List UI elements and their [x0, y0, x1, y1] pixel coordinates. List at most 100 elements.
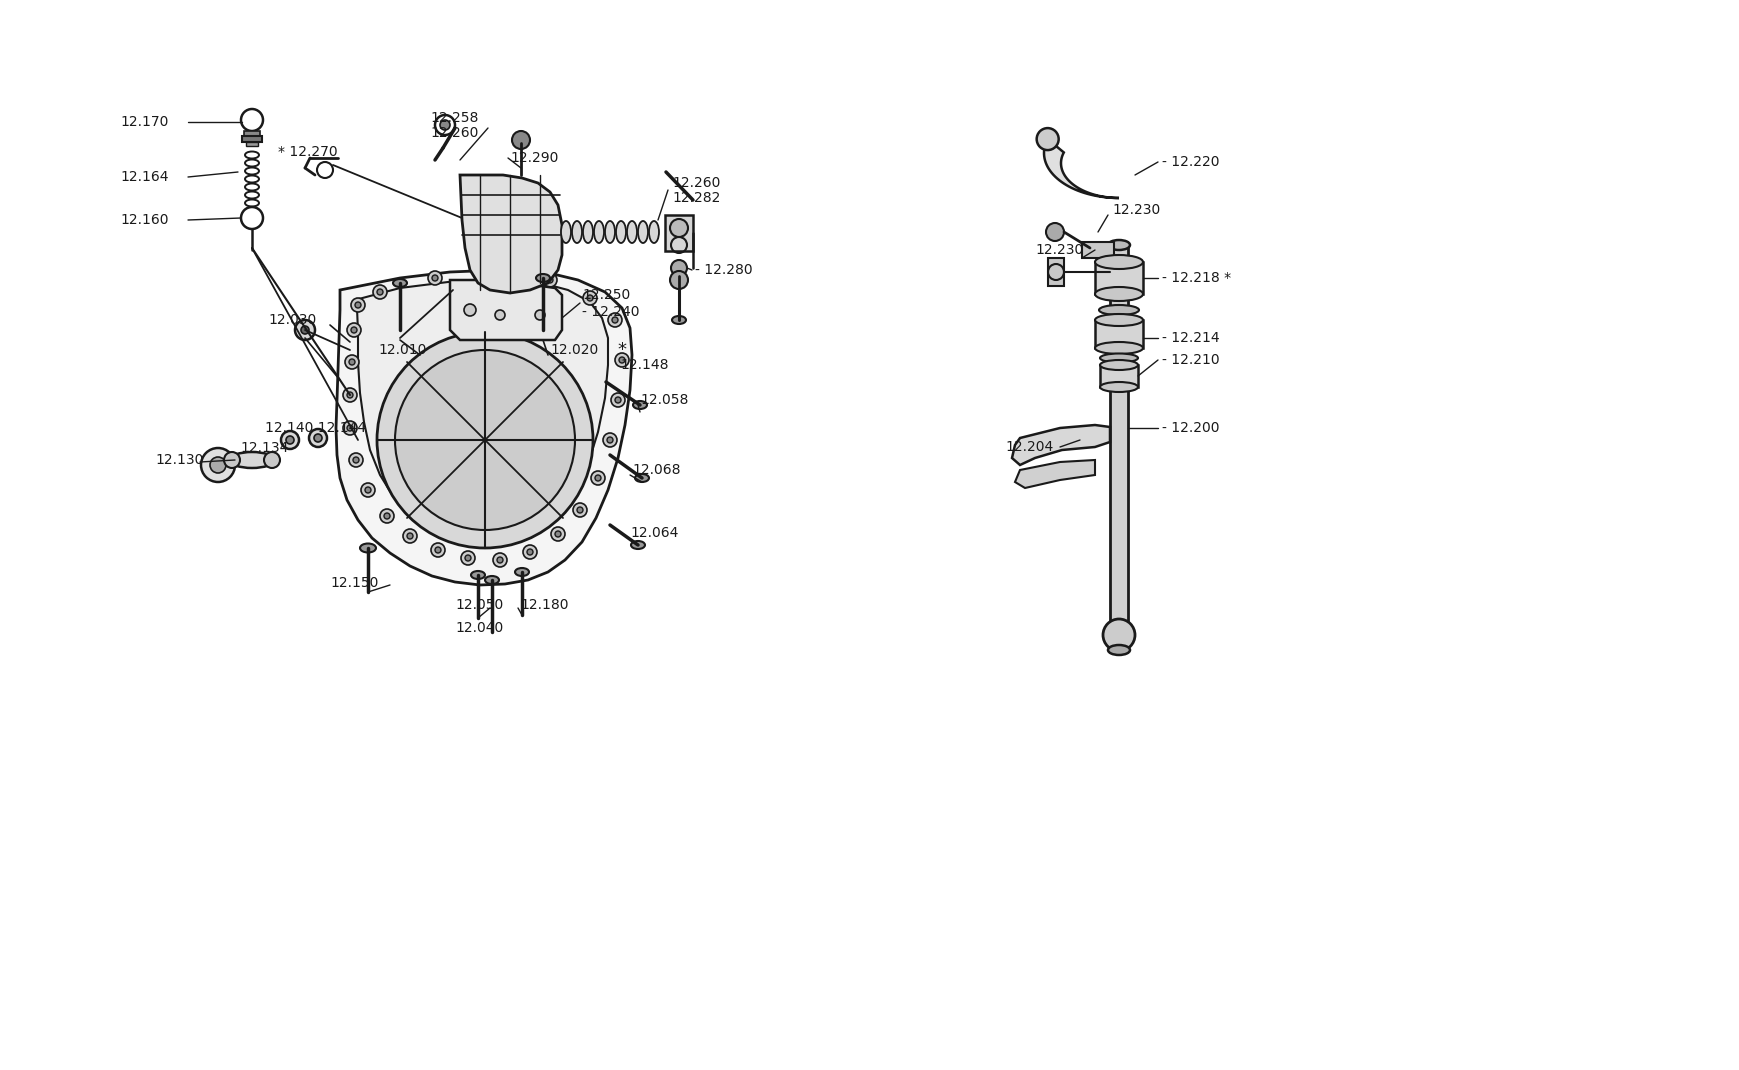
Text: 12.020: 12.020 — [550, 343, 598, 357]
Polygon shape — [1043, 139, 1118, 198]
Circle shape — [350, 453, 363, 467]
Circle shape — [365, 487, 370, 493]
Bar — [1094, 320, 1143, 348]
Circle shape — [355, 302, 360, 308]
Text: 12.160: 12.160 — [120, 213, 169, 227]
Circle shape — [670, 219, 687, 236]
Circle shape — [377, 332, 593, 548]
Text: 12.282: 12.282 — [671, 192, 720, 205]
Circle shape — [202, 448, 235, 482]
Circle shape — [586, 295, 593, 301]
Circle shape — [543, 273, 556, 287]
Circle shape — [511, 131, 530, 149]
Ellipse shape — [536, 274, 550, 282]
Circle shape — [464, 304, 476, 316]
Circle shape — [346, 392, 353, 398]
Text: 12.170: 12.170 — [120, 114, 169, 129]
Text: 12.010: 12.010 — [377, 343, 426, 357]
Circle shape — [464, 555, 471, 561]
Circle shape — [619, 357, 624, 363]
Ellipse shape — [1094, 342, 1143, 354]
Polygon shape — [1012, 425, 1109, 465]
Text: *: * — [617, 341, 626, 360]
Circle shape — [296, 320, 315, 340]
Circle shape — [607, 437, 612, 443]
Bar — [1099, 365, 1137, 387]
Ellipse shape — [1094, 287, 1143, 301]
Polygon shape — [355, 280, 607, 544]
Ellipse shape — [230, 452, 275, 468]
Ellipse shape — [515, 568, 529, 576]
Circle shape — [343, 388, 356, 402]
Text: 12.068: 12.068 — [631, 463, 680, 477]
Circle shape — [435, 547, 440, 553]
Ellipse shape — [638, 221, 647, 243]
Circle shape — [612, 317, 617, 323]
Text: 12.030: 12.030 — [268, 314, 316, 327]
Text: 12.260: 12.260 — [671, 175, 720, 190]
Circle shape — [523, 545, 537, 559]
Bar — [664, 215, 692, 251]
Ellipse shape — [1094, 255, 1143, 269]
Circle shape — [210, 457, 226, 473]
Text: - 12.200: - 12.200 — [1162, 421, 1219, 435]
Circle shape — [301, 326, 310, 334]
Circle shape — [497, 557, 503, 563]
Text: 12.180: 12.180 — [520, 598, 569, 612]
Ellipse shape — [360, 544, 376, 552]
Ellipse shape — [264, 452, 280, 468]
Ellipse shape — [633, 401, 647, 409]
Text: 12.140 12.144: 12.140 12.144 — [264, 421, 365, 435]
Ellipse shape — [1099, 360, 1137, 370]
Circle shape — [527, 549, 532, 555]
Ellipse shape — [1108, 645, 1129, 655]
Circle shape — [431, 275, 438, 281]
Text: - 12.210: - 12.210 — [1162, 353, 1219, 367]
Circle shape — [671, 260, 687, 276]
Ellipse shape — [1094, 314, 1143, 326]
Text: 12.148: 12.148 — [619, 358, 668, 372]
Text: 12.260: 12.260 — [430, 126, 478, 140]
Circle shape — [440, 120, 450, 129]
Ellipse shape — [631, 541, 645, 549]
Circle shape — [577, 507, 583, 513]
Ellipse shape — [572, 221, 581, 243]
Circle shape — [351, 299, 365, 312]
Ellipse shape — [649, 221, 659, 243]
Ellipse shape — [471, 571, 485, 579]
Text: 12.130: 12.130 — [155, 453, 203, 467]
Ellipse shape — [1099, 382, 1137, 392]
Circle shape — [346, 425, 353, 431]
Text: 12.204: 12.204 — [1005, 440, 1052, 454]
Circle shape — [494, 310, 504, 320]
Circle shape — [492, 553, 506, 567]
Circle shape — [403, 529, 417, 542]
Circle shape — [1036, 128, 1057, 150]
Circle shape — [461, 551, 475, 565]
Text: - 12.214: - 12.214 — [1162, 331, 1219, 345]
Ellipse shape — [583, 221, 593, 243]
Circle shape — [551, 528, 565, 541]
Circle shape — [614, 397, 621, 403]
Text: 12.040: 12.040 — [454, 621, 503, 635]
Ellipse shape — [635, 474, 649, 482]
Bar — [1047, 258, 1063, 286]
Text: 12.230: 12.230 — [1111, 203, 1160, 217]
Circle shape — [572, 503, 586, 517]
Text: - 12.240: - 12.240 — [581, 305, 640, 319]
Text: * 12.270: * 12.270 — [278, 146, 337, 159]
Circle shape — [407, 533, 412, 539]
Circle shape — [1103, 620, 1134, 651]
Circle shape — [492, 272, 497, 278]
Circle shape — [534, 310, 544, 320]
Text: 12.258: 12.258 — [430, 111, 478, 125]
Circle shape — [360, 483, 376, 496]
Ellipse shape — [560, 221, 570, 243]
Circle shape — [344, 355, 358, 369]
Bar — [242, 136, 263, 142]
Circle shape — [546, 277, 553, 282]
Text: 12.164: 12.164 — [120, 170, 169, 184]
Circle shape — [377, 289, 383, 295]
Circle shape — [350, 360, 355, 365]
Circle shape — [583, 291, 596, 305]
